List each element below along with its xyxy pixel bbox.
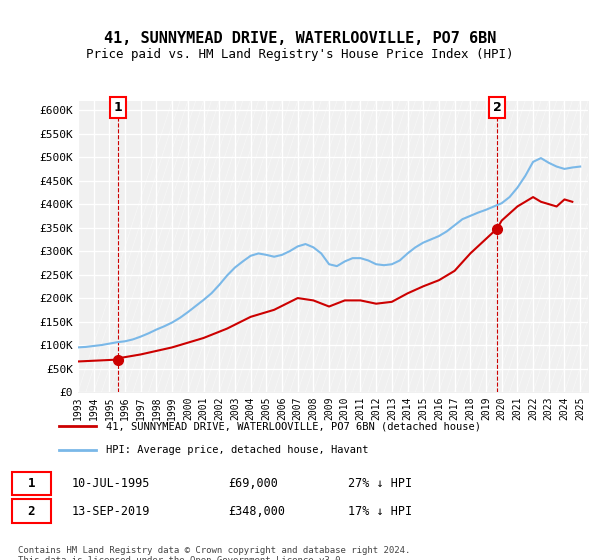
Text: 41, SUNNYMEAD DRIVE, WATERLOOVILLE, PO7 6BN: 41, SUNNYMEAD DRIVE, WATERLOOVILLE, PO7 …	[104, 31, 496, 46]
Text: 2: 2	[28, 505, 35, 517]
Text: 17% ↓ HPI: 17% ↓ HPI	[348, 505, 412, 517]
Text: 2: 2	[493, 101, 502, 114]
Text: HPI: Average price, detached house, Havant: HPI: Average price, detached house, Hava…	[106, 445, 368, 455]
Text: £348,000: £348,000	[228, 505, 285, 517]
Text: 27% ↓ HPI: 27% ↓ HPI	[348, 477, 412, 490]
Text: Price paid vs. HM Land Registry's House Price Index (HPI): Price paid vs. HM Land Registry's House …	[86, 48, 514, 60]
Text: 13-SEP-2019: 13-SEP-2019	[72, 505, 151, 517]
Text: 10-JUL-1995: 10-JUL-1995	[72, 477, 151, 490]
Text: 1: 1	[113, 101, 122, 114]
FancyBboxPatch shape	[12, 500, 51, 523]
FancyBboxPatch shape	[12, 472, 51, 496]
Text: £69,000: £69,000	[228, 477, 278, 490]
Text: 1: 1	[28, 477, 35, 490]
Text: Contains HM Land Registry data © Crown copyright and database right 2024.
This d: Contains HM Land Registry data © Crown c…	[18, 546, 410, 560]
Text: 41, SUNNYMEAD DRIVE, WATERLOOVILLE, PO7 6BN (detached house): 41, SUNNYMEAD DRIVE, WATERLOOVILLE, PO7 …	[106, 421, 481, 431]
